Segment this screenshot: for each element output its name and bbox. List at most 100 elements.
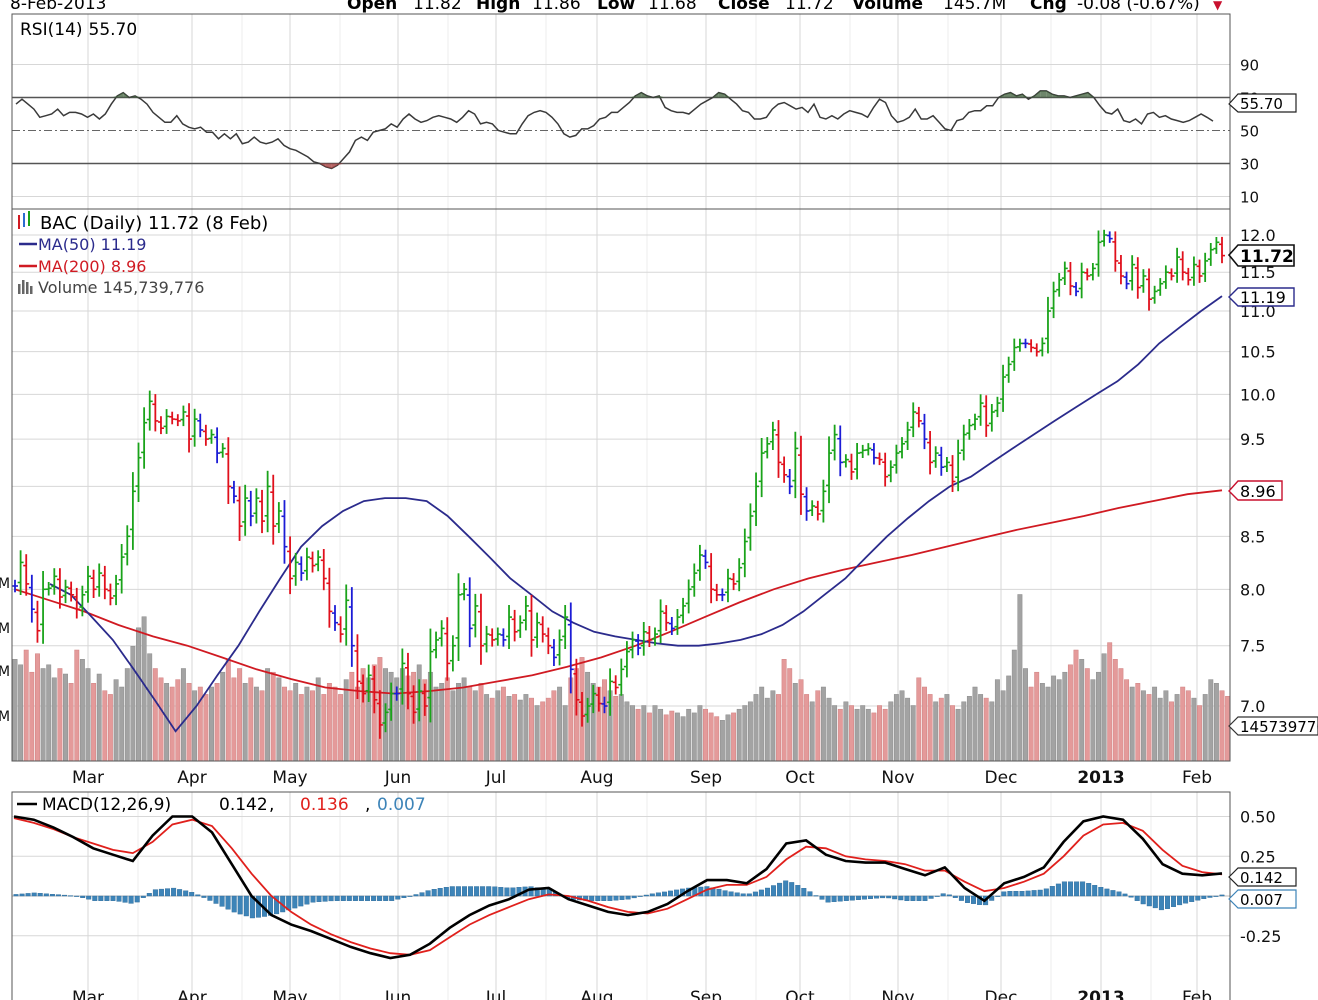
volume-bar: [472, 690, 478, 762]
volume-bar: [1073, 649, 1079, 762]
macd-hist-bar: [407, 895, 413, 897]
header-high-label: High: [476, 0, 520, 14]
macd-hist-bar: [655, 892, 661, 897]
macd-hist-bar: [1092, 885, 1098, 897]
macd-hist-bar: [637, 895, 643, 897]
macd-hist-bar: [19, 893, 25, 897]
rsi-overbought-fill: [123, 92, 130, 98]
volume-bar: [141, 616, 147, 762]
ma200-tag-text: 8.96: [1240, 482, 1276, 501]
macd-hist-bar: [67, 895, 73, 897]
volume-bar: [343, 679, 349, 762]
volume-bar: [972, 686, 978, 762]
macd-x-label: Feb: [1182, 988, 1212, 1000]
macd-legend-value: 0.142: [219, 795, 268, 815]
macd-hist-bar: [92, 895, 98, 901]
volume-bar: [927, 694, 933, 762]
volume-bar: [944, 694, 950, 762]
volume-bar: [994, 679, 1000, 762]
macd-hist-bar: [322, 895, 328, 902]
macd-hist-bar: [1219, 894, 1225, 897]
volume-bar: [1107, 642, 1113, 762]
macd-hist-bar: [510, 887, 516, 897]
macd-hist-bar: [995, 895, 1001, 897]
ma50-line: [49, 295, 1223, 733]
macd-x-axis: Mar Apr May Jun Jul Aug Sep Oct Nov Dec 2013 Feb: [72, 988, 1212, 1000]
rsi-overbought-fill: [1070, 95, 1077, 98]
volume-bar: [534, 705, 540, 762]
volume-tick-label: M: [0, 664, 10, 680]
volume-bar: [691, 712, 697, 762]
price-legend: BAC (Daily) 11.72 (8 Feb) MA(50) 11.19 M…: [18, 211, 268, 297]
rsi-oversold-fill: [325, 163, 332, 169]
macd-hist-bar: [516, 887, 522, 897]
volume-bar: [517, 699, 523, 762]
last-price-tag-text: 11.72: [1240, 247, 1294, 267]
volume-bar: [349, 671, 355, 762]
volume-bar: [332, 686, 338, 762]
volume-bar: [1124, 679, 1130, 762]
volume-bar: [652, 705, 658, 762]
header-volume-label: Volume: [852, 0, 923, 14]
macd-hist-bar: [1201, 895, 1207, 899]
macd-x-label: Dec: [985, 988, 1018, 1000]
volume-bar: [938, 697, 944, 762]
macd-hist-bar: [504, 887, 510, 897]
volume-bar: [871, 712, 877, 762]
macd-hist-bar: [171, 887, 177, 897]
volume-bar: [74, 649, 80, 762]
volume-bar: [506, 696, 512, 762]
macd-hist-bar: [352, 895, 358, 902]
macd-hist-bar: [1007, 891, 1013, 897]
price-tick-label: 11.5: [1240, 263, 1276, 282]
volume-legend-label: Volume 145,739,776: [38, 278, 204, 297]
macd-hist-bar: [486, 886, 492, 897]
macd-hist-bar: [765, 887, 771, 897]
price-grid: [12, 209, 1230, 761]
macd-hist-bar: [952, 895, 958, 898]
volume-bar: [540, 701, 546, 762]
macd-hist-bar: [783, 880, 789, 897]
volume-bar: [326, 683, 332, 762]
rsi-tag-text: 55.70: [1240, 95, 1283, 113]
volume-bar: [523, 694, 529, 762]
macd-hist-bar: [1025, 890, 1031, 897]
macd-hist-bar: [619, 895, 625, 900]
macd-hist-bar: [37, 893, 43, 897]
price-tick-label: 7.0: [1240, 697, 1265, 716]
macd-frame: [11, 791, 1231, 1000]
macd-hist-bar: [298, 895, 304, 907]
rsi-panel: 9070503010 RSI(14)55.70 55.70: [11, 13, 1297, 210]
macd-hist-bar: [231, 895, 237, 913]
macd-hist-bar: [1170, 895, 1176, 908]
volume-bar: [1090, 679, 1096, 762]
volume-bar: [1197, 705, 1202, 762]
volume-bar: [893, 694, 899, 762]
macd-hist-bar: [940, 893, 946, 897]
macd-hist-bar: [316, 895, 322, 903]
volume-bar: [674, 712, 680, 762]
volume-bar: [742, 705, 748, 762]
volume-bar: [529, 697, 534, 762]
macd-hist-bar: [419, 892, 425, 897]
rsi-overbought-fill: [1052, 94, 1059, 98]
macd-hist-bar: [801, 888, 807, 897]
macd-hist-bar: [243, 895, 249, 917]
macd-hist-bar: [425, 890, 431, 897]
price-x-label: 2013: [1077, 768, 1124, 788]
price-tick-label: 8.0: [1240, 580, 1265, 599]
volume-bar: [1067, 664, 1073, 762]
macd-hist-bar: [1043, 888, 1049, 897]
macd-hist-bar: [1213, 895, 1219, 897]
rsi-overbought-fill: [1028, 95, 1035, 98]
rsi-overbought-fill: [629, 95, 636, 98]
price-tick-label: 7.5: [1240, 637, 1265, 656]
macd-hist-bar: [80, 895, 86, 898]
header-low-value: 11.68: [648, 0, 697, 14]
macd-hist-bar: [49, 894, 55, 897]
volume-bar: [46, 664, 52, 762]
volume-bar: [641, 705, 647, 762]
macd-hist-bar: [595, 895, 601, 902]
rsi-overbought-fill: [1081, 92, 1088, 98]
macd-hist-bar: [958, 895, 964, 901]
